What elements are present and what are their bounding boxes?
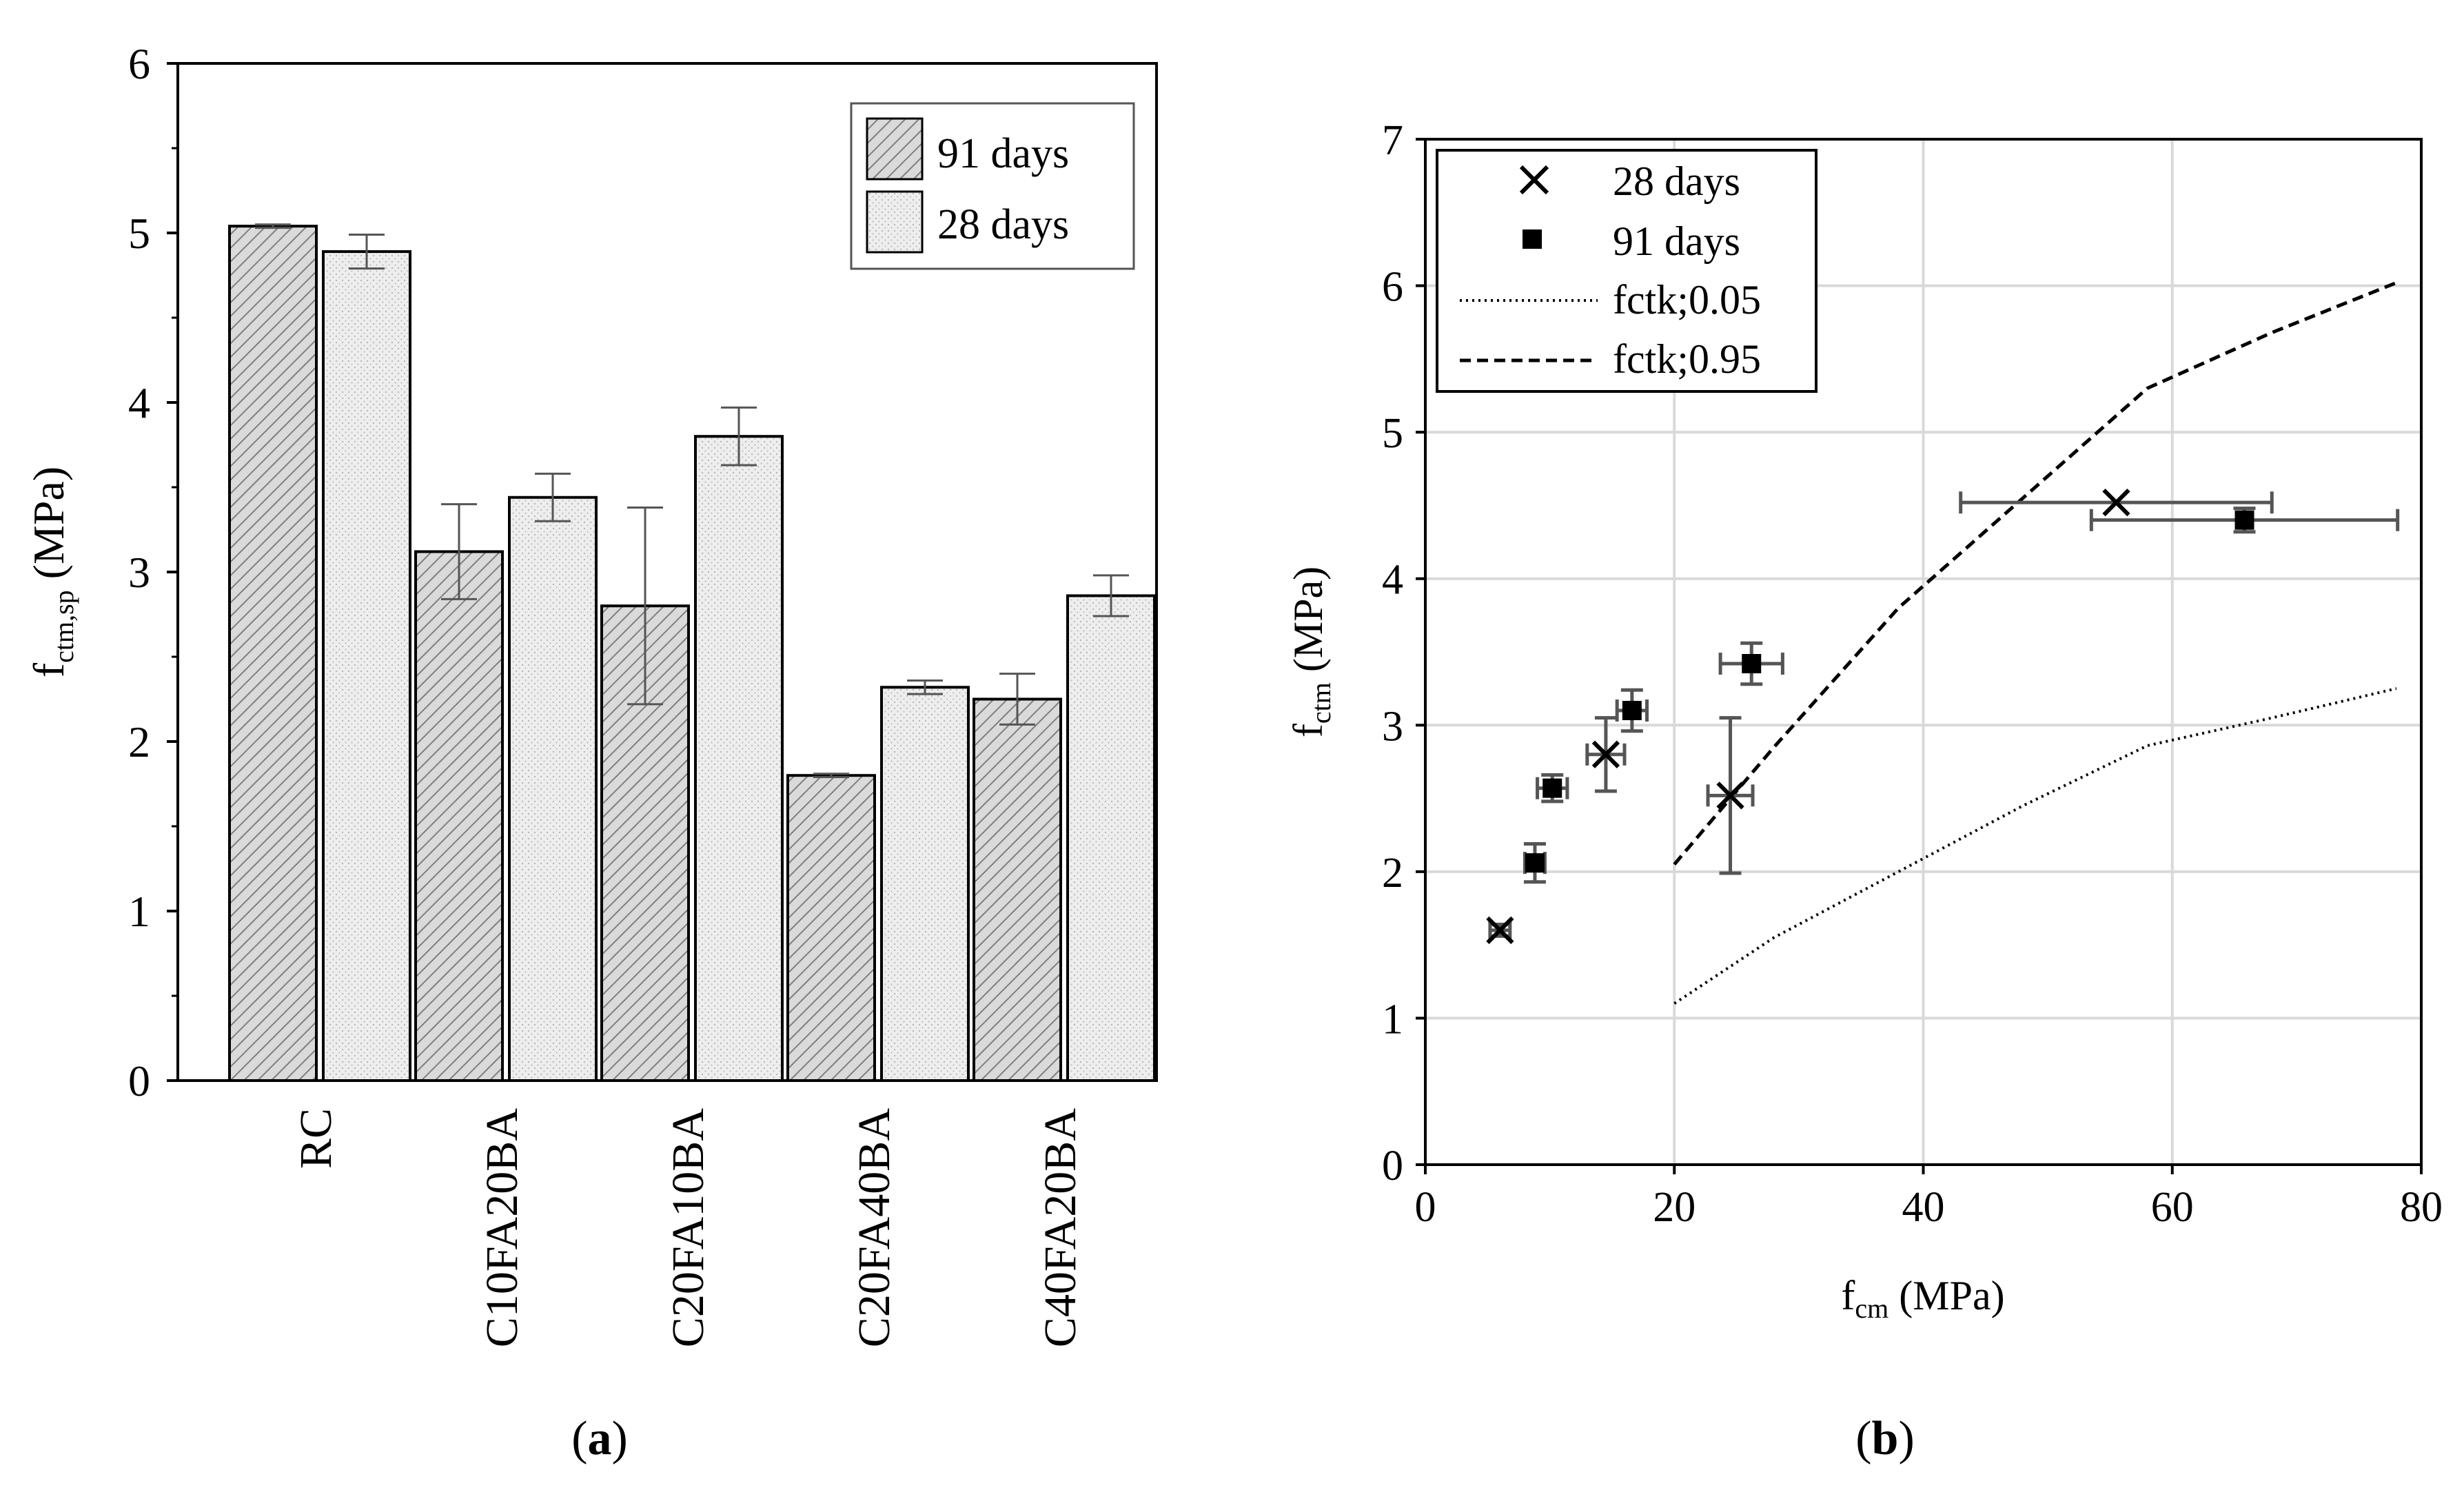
y-tick-label: 5 [128,209,150,258]
point-91-days [1742,654,1762,674]
bar-group [228,225,1156,1082]
y-tick-label: 2 [128,717,150,766]
point-28-days [1591,740,1620,768]
x-tick-label: 0 [1415,1184,1436,1231]
panel-label-b: (b) [1855,1412,1915,1465]
point-28-days [1486,916,1514,945]
y-tick-label: 6 [1382,264,1403,311]
y-tick-label: 1 [1382,996,1403,1043]
legend-swatch-91-days [866,117,924,181]
x-tick-label: 20 [1653,1184,1696,1231]
point-91-days [1525,853,1545,873]
bar-28-days-C40FA20BA [1066,594,1156,1082]
y-tick-label: 3 [1382,703,1403,750]
legend-label-91-days: 91 days [937,130,1069,177]
y-tick-label: 2 [1382,850,1403,897]
x-tick-label: 80 [2400,1184,2443,1231]
bar-91-days-C10FA20BA [414,550,504,1082]
y-tick-label: 3 [128,548,150,597]
data-points [1486,489,2254,945]
y-tick-label: 7 [1382,117,1403,164]
x-tick-label-C20FA10BA: C20FA10BA [663,1108,713,1348]
bar-28-days-RC [322,250,411,1082]
legend-label-fctk-005: fctk;0.05 [1613,277,1761,323]
legend-swatch-28-days [866,190,924,254]
x-axis-ticks: 0 20 40 60 80 [1415,1165,2443,1231]
bar-91-days-C20FA40BA [786,774,876,1082]
y-tick-label: 4 [1382,557,1403,604]
legend: 91 days 28 days [850,102,1135,270]
legend-label-28-days: 28 days [937,201,1069,248]
x-marker-stroke [2102,489,2130,517]
point-28-days [1716,781,1744,810]
y-tick-label: 4 [128,378,150,427]
y-tick-label: 5 [1382,410,1403,457]
x-tick-label-RC: RC [291,1108,341,1169]
x-marker-stroke [1716,781,1744,810]
point-91-days [1542,778,1562,798]
legend-marker-91-days [1523,229,1542,249]
y-tick-label: 0 [1382,1143,1403,1189]
y-axis-label: fctm (MPa) [1285,566,1336,737]
x-axis-label: fcm (MPa) [1841,1273,2004,1324]
x-tick-label-C40FA20BA: C40FA20BA [1035,1108,1086,1348]
legend-label-28-days: 28 days [1613,159,1740,204]
x-tick-label-C10FA20BA: C10FA20BA [477,1108,527,1348]
y-tick-label: 1 [128,887,150,936]
line-fctk;0.05 [1673,687,2397,1005]
y-tick-label: 0 [128,1056,150,1105]
legend-label-fctk-095: fctk;0.95 [1613,336,1761,382]
bar-28-days-C10FA20BA [508,495,598,1082]
bar-28-days-C20FA40BA [880,686,970,1082]
bar-chart-panel: 0 1 2 3 4 5 6 RC C10FA20BA C20FA10BA C20FA40BA C40… [24,39,1158,1465]
legend: 28 days 91 days fctk;0.05 fctk;0.95 [1436,149,1818,393]
y-axis-ticks: 0 1 2 3 4 5 6 [128,39,178,1105]
legend-label-91-days: 91 days [1613,218,1740,264]
point-91-days [1622,701,1642,721]
x-marker-stroke [1486,916,1514,945]
legend-box [1436,149,1818,393]
bar-28-days-C20FA10BA [694,435,784,1082]
bar-91-days-RC [228,225,318,1082]
x-tick-label: 60 [2151,1184,2194,1231]
x-marker-stroke [1591,740,1620,768]
point-91-days [2234,510,2254,530]
legend-marker-28-days [1519,165,1549,195]
point-28-days [2102,489,2130,517]
grid-lines [1425,139,2421,1165]
y-tick-label: 6 [128,39,150,88]
panel-label-a: (a) [571,1412,628,1465]
x-axis-category-labels: RC C10FA20BA C20FA10BA C20FA40BA C40FA20BA [291,1108,1086,1348]
x-tick-label-C20FA40BA: C20FA40BA [849,1108,899,1348]
line-fctk;0.95 [1673,280,2397,866]
x-tick-label: 40 [1902,1184,1945,1231]
y-axis-label: fctm,sp (MPa) [24,467,79,677]
bar-91-days-C40FA20BA [973,697,1062,1082]
y-axis-ticks: 0 1 2 3 4 5 6 7 [1382,117,1425,1189]
reference-lines [1673,280,2397,1005]
error-bar-group [255,223,1129,779]
